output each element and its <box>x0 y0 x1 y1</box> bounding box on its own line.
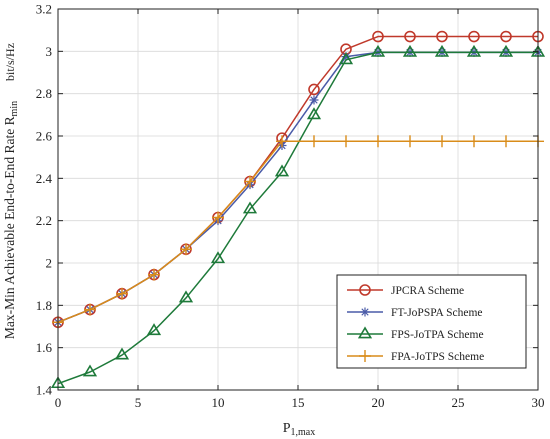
data-point <box>468 30 480 43</box>
data-point <box>178 290 194 303</box>
data-point <box>500 135 512 148</box>
data-point <box>308 83 320 96</box>
legend-marker <box>359 284 371 296</box>
data-point <box>404 135 416 148</box>
y-tick-label: 2.2 <box>36 213 52 228</box>
x-tick-label: 25 <box>452 395 465 410</box>
data-point <box>114 347 130 360</box>
x-tick-label: 15 <box>292 395 305 410</box>
legend-marker <box>357 326 373 339</box>
data-point <box>402 44 418 57</box>
data-point <box>498 44 514 57</box>
legend-marker <box>359 350 371 362</box>
data-point <box>436 30 448 43</box>
data-point <box>306 107 322 120</box>
legend-item: FPS-JoTPA Scheme <box>347 326 484 341</box>
data-point <box>370 44 386 57</box>
legend-label: JPCRA Scheme <box>391 285 464 297</box>
y-tick-label: 2.8 <box>36 86 52 101</box>
data-point <box>146 323 162 336</box>
y-tick-label: 2.6 <box>36 129 53 144</box>
y-axis-label-main: Max-Min Achievable End-to-End Rate R <box>2 116 17 339</box>
data-point <box>84 303 96 316</box>
data-point <box>244 175 256 188</box>
x-axis-label-main: P <box>283 421 291 436</box>
tick-layer: 0 5 10 15 20 25 30 1.4 1.6 1.8 2 2.2 2.4 2.6 2.8 3 3.2 <box>36 2 545 411</box>
legend-items: JPCRA Scheme FT-JoPSPA Scheme FPS-JoTPA Sc… <box>347 284 484 363</box>
data-point <box>180 243 192 256</box>
data-point <box>242 201 258 214</box>
series-2 <box>50 44 546 389</box>
x-axis-label: P1,max <box>283 421 316 438</box>
series-line <box>57 51 538 385</box>
y-tick-label: 3.2 <box>36 2 52 17</box>
data-point <box>436 135 448 148</box>
x-tick-label: 5 <box>135 395 142 410</box>
y-tick-label: 2.4 <box>36 171 53 186</box>
data-point <box>338 52 354 65</box>
y-axis-label: Max-Min Achievable End-to-End Rate Rmin <box>2 101 20 339</box>
legend: JPCRA Scheme FT-JoPSPA Scheme FPS-JoTPA Sc… <box>336 274 527 369</box>
y-tick-label: 1.8 <box>36 298 52 313</box>
x-tick-label: 30 <box>532 395 545 410</box>
data-point <box>372 30 384 43</box>
legend-marker <box>360 307 370 317</box>
y-axis-label-subscript: min <box>9 101 20 117</box>
data-point <box>372 135 384 148</box>
x-tick-label: 0 <box>55 395 62 410</box>
y-tick-label: 1.6 <box>36 340 53 355</box>
x-tick-label: 10 <box>212 395 225 410</box>
legend-item: FPA-JoTPS Scheme <box>347 350 484 363</box>
x-axis-label-subscript: 1,max <box>291 427 316 438</box>
series-line <box>57 140 538 323</box>
legend-label: FT-JoPSPA Scheme <box>391 307 483 319</box>
data-point <box>500 30 512 43</box>
legend-label: FPA-JoTPS Scheme <box>391 351 484 363</box>
y-axis-unit: bit/s/Hz <box>3 43 17 81</box>
x-tick-label: 20 <box>372 395 385 410</box>
data-point <box>341 52 351 62</box>
legend-item: JPCRA Scheme <box>347 284 464 297</box>
data-point <box>434 44 450 57</box>
data-point <box>212 211 224 224</box>
data-point <box>148 268 160 281</box>
data-point <box>116 287 128 300</box>
y-tick-label: 3 <box>46 44 53 59</box>
legend-item: FT-JoPSPA Scheme <box>347 307 483 319</box>
y-tick-label: 1.4 <box>36 383 53 398</box>
legend-label: FPS-JoTPA Scheme <box>391 329 484 341</box>
data-point <box>468 135 480 148</box>
data-point <box>274 164 290 177</box>
data-point <box>276 135 288 148</box>
data-point <box>210 251 226 264</box>
data-point <box>82 364 98 377</box>
series-3 <box>52 135 544 329</box>
data-point <box>404 30 416 43</box>
data-point <box>308 135 320 148</box>
data-point <box>340 135 352 148</box>
data-point <box>309 95 319 105</box>
data-point <box>466 44 482 57</box>
y-tick-label: 2 <box>46 256 53 271</box>
